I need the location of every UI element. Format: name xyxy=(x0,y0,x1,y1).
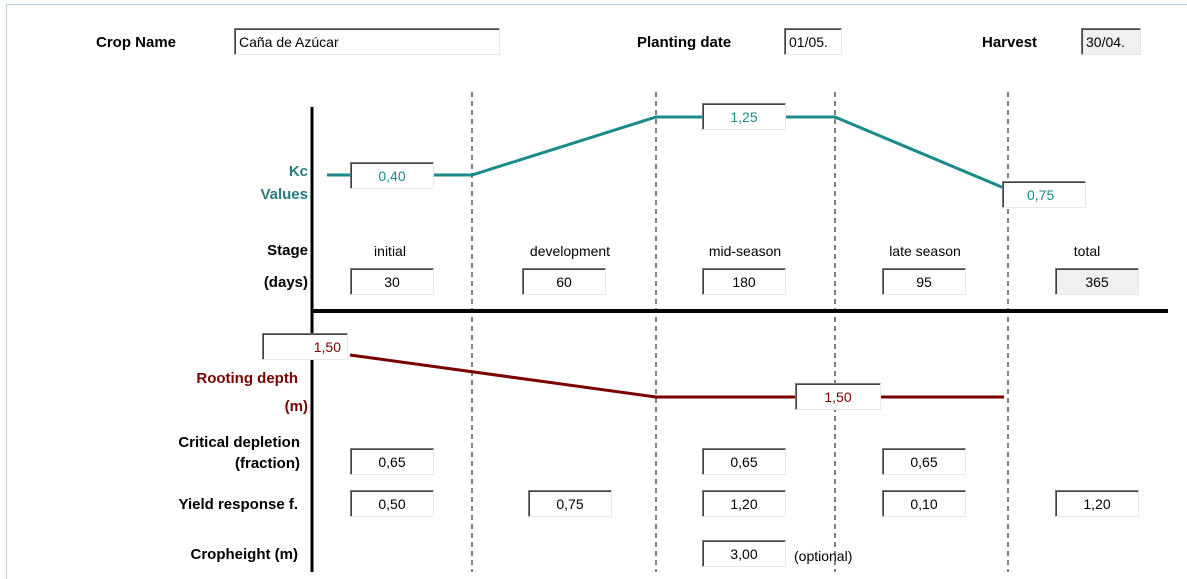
depletion-mid-season-input[interactable]: 0,65 xyxy=(702,448,786,475)
rooting-depth-curve xyxy=(349,353,1004,399)
kc-initial-input[interactable]: 0,40 xyxy=(350,162,434,189)
crop-name-label: Crop Name xyxy=(96,34,177,51)
planting-date-label: Planting date xyxy=(637,34,732,51)
rooting-depth-unit: (m) xyxy=(284,398,308,415)
yield-development-input[interactable]: 0,75 xyxy=(528,490,612,517)
yield-response-label: Yield response f. xyxy=(178,496,298,513)
rooting-depth-max-input[interactable]: 1,50 xyxy=(795,383,881,410)
stage-name-development: development xyxy=(529,243,611,259)
days-initial-input[interactable]: 30 xyxy=(350,268,434,295)
stage-name-late-season: late season xyxy=(889,243,961,259)
critical-depletion-label: Critical depletion xyxy=(178,434,300,451)
days-label: (days) xyxy=(263,274,308,291)
days-total-field: 365 xyxy=(1055,268,1139,295)
kc-values-label: Values xyxy=(260,186,308,203)
stage-label: Stage xyxy=(267,242,308,259)
kc-label: Kc xyxy=(288,163,308,180)
kc-end-input[interactable]: 0,75 xyxy=(1002,181,1086,208)
harvest-label: Harvest xyxy=(982,34,1038,51)
yield-mid-season-input[interactable]: 1,20 xyxy=(702,490,786,517)
planting-date-input[interactable]: 01/05. xyxy=(784,28,842,55)
rooting-depth-initial-input[interactable]: 1,50 xyxy=(262,333,348,360)
yield-initial-input[interactable]: 0,50 xyxy=(350,490,434,517)
depletion-initial-input[interactable]: 0,65 xyxy=(350,448,434,475)
critical-depletion-unit: (fraction) xyxy=(235,455,300,472)
crop-name-input[interactable]: Caña de Azúcar xyxy=(234,28,500,55)
stage-name-total: total xyxy=(1073,243,1101,259)
cropheight-label: Cropheight (m) xyxy=(190,546,298,563)
days-development-input[interactable]: 60 xyxy=(522,268,606,295)
kc-mid-input[interactable]: 1,25 xyxy=(702,103,786,130)
stage-name-initial: initial xyxy=(374,243,406,259)
harvest-date-field: 30/04. xyxy=(1081,28,1141,55)
yield-late-season-input[interactable]: 0,10 xyxy=(882,490,966,517)
yield-total-input[interactable]: 1,20 xyxy=(1055,490,1139,517)
cropheight-input[interactable]: 3,00 xyxy=(702,540,786,567)
rooting-depth-label: Rooting depth xyxy=(196,370,298,387)
days-late-season-input[interactable]: 95 xyxy=(882,268,966,295)
stage-name-mid-season: mid-season xyxy=(708,243,782,259)
depletion-late-season-input[interactable]: 0,65 xyxy=(882,448,966,475)
cropheight-optional-note: (optional) xyxy=(794,548,853,564)
days-mid-season-input[interactable]: 180 xyxy=(702,268,786,295)
